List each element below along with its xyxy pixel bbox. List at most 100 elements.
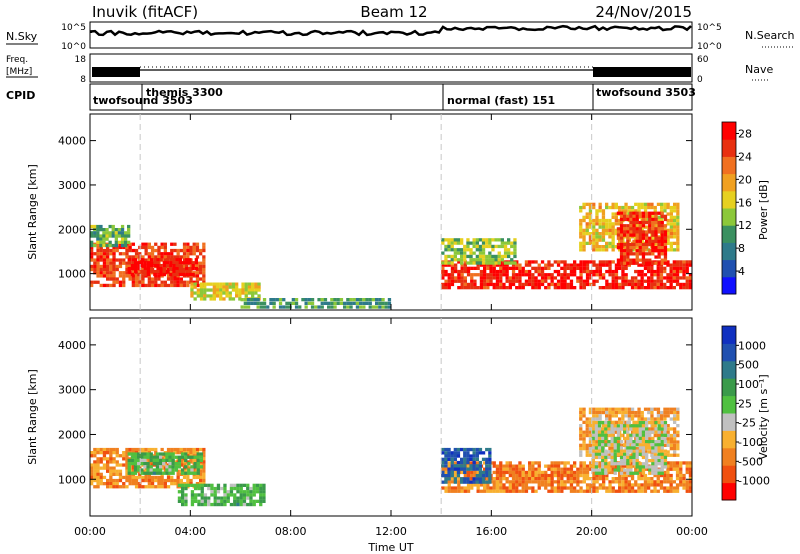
data-cell: [591, 449, 595, 453]
data-cell: [682, 477, 686, 481]
data-cell: [278, 298, 283, 302]
data-cell: [288, 301, 292, 305]
data-cell: [502, 486, 506, 490]
data-cell: [195, 280, 200, 284]
colorbar-swatch: [722, 225, 736, 243]
data-cell: [511, 486, 516, 490]
data-cell: [199, 248, 203, 253]
data-cell: [444, 263, 448, 267]
data-cell: [641, 214, 646, 218]
data-cell: [645, 246, 649, 250]
data-cell: [547, 282, 551, 287]
data-cell: [569, 263, 574, 267]
colorbar-swatch: [722, 156, 736, 175]
data-cell: [621, 477, 625, 481]
data-cell: [656, 489, 660, 493]
data-cell: [491, 258, 495, 262]
data-cell: [199, 271, 203, 275]
data-cell: [163, 242, 167, 246]
data-cell: [632, 261, 636, 265]
data-cell: [375, 301, 379, 305]
data-cell: [130, 267, 135, 271]
data-cell: [125, 252, 129, 256]
data-cell: [550, 282, 554, 287]
data-cell: [605, 269, 609, 274]
data-cell: [96, 274, 100, 278]
data-cell: [466, 266, 471, 270]
data-cell: [582, 232, 586, 236]
cpid-segment-1: twofsound 3503: [93, 94, 193, 107]
data-cell: [469, 248, 473, 252]
data-cell: [641, 230, 646, 234]
data-cell: [626, 230, 630, 234]
data-cell: [140, 471, 144, 475]
data-cell: [582, 420, 586, 424]
data-cell: [634, 480, 638, 484]
colorbar-swatch: [722, 465, 736, 484]
data-cell: [466, 273, 471, 277]
data-cell: [235, 285, 239, 289]
data-cell: [623, 242, 627, 247]
data-cell: [579, 266, 583, 270]
data-cell: [109, 475, 113, 480]
data-cell: [673, 215, 677, 219]
data-cell: [611, 410, 615, 415]
data-cell: [685, 263, 689, 267]
data-cell: [444, 273, 448, 277]
data-cell: [582, 248, 586, 252]
data-cell: [194, 261, 198, 265]
data-cell: [588, 424, 593, 428]
data-cell: [592, 489, 596, 493]
data-cell: [613, 462, 617, 466]
data-cell: [660, 443, 664, 447]
data-cell: [196, 291, 200, 295]
data-cell: [594, 446, 599, 450]
data-cell: [619, 421, 624, 425]
data-cell: [450, 238, 454, 242]
data-cell: [196, 294, 200, 298]
data-cell: [635, 214, 639, 218]
data-cell: [618, 470, 622, 475]
data-cell: [457, 483, 461, 487]
data-cell: [582, 279, 586, 283]
data-cell: [605, 279, 609, 283]
data-cell: [243, 305, 247, 309]
data-cell: [199, 261, 203, 265]
data-cell: [502, 483, 506, 487]
data-cell: [688, 486, 693, 490]
data-cell: [138, 271, 142, 275]
data-cell: [685, 266, 689, 270]
data-cell: [611, 245, 615, 249]
data-cell: [199, 458, 203, 463]
data-cell: [242, 496, 247, 500]
colorbar-swatch: [722, 360, 736, 379]
data-cell: [106, 478, 110, 483]
data-cell: [641, 468, 646, 472]
data-cell: [320, 305, 324, 309]
data-cell: [627, 279, 631, 283]
data-cell: [597, 433, 602, 437]
data-cell: [90, 252, 94, 256]
data-cell: [605, 232, 609, 236]
data-cell: [650, 414, 654, 418]
data-cell: [166, 485, 171, 489]
data-cell: [475, 261, 479, 265]
data-cell: [660, 227, 664, 231]
data-cell: [146, 267, 151, 271]
data-cell: [573, 260, 577, 264]
data-cell: [663, 486, 667, 490]
data-cell: [663, 258, 668, 262]
data-cell: [650, 273, 654, 277]
data-cell: [618, 483, 622, 487]
data-cell: [627, 407, 631, 411]
data-cell: [547, 276, 551, 280]
data-cell: [456, 451, 461, 455]
data-cell: [550, 483, 554, 487]
data-cell: [166, 255, 171, 259]
data-cell: [202, 482, 206, 486]
data-cell: [288, 305, 292, 309]
data-cell: [93, 447, 97, 452]
data-cell: [637, 263, 641, 267]
data-cell: [614, 215, 618, 219]
data-cell: [473, 470, 477, 475]
